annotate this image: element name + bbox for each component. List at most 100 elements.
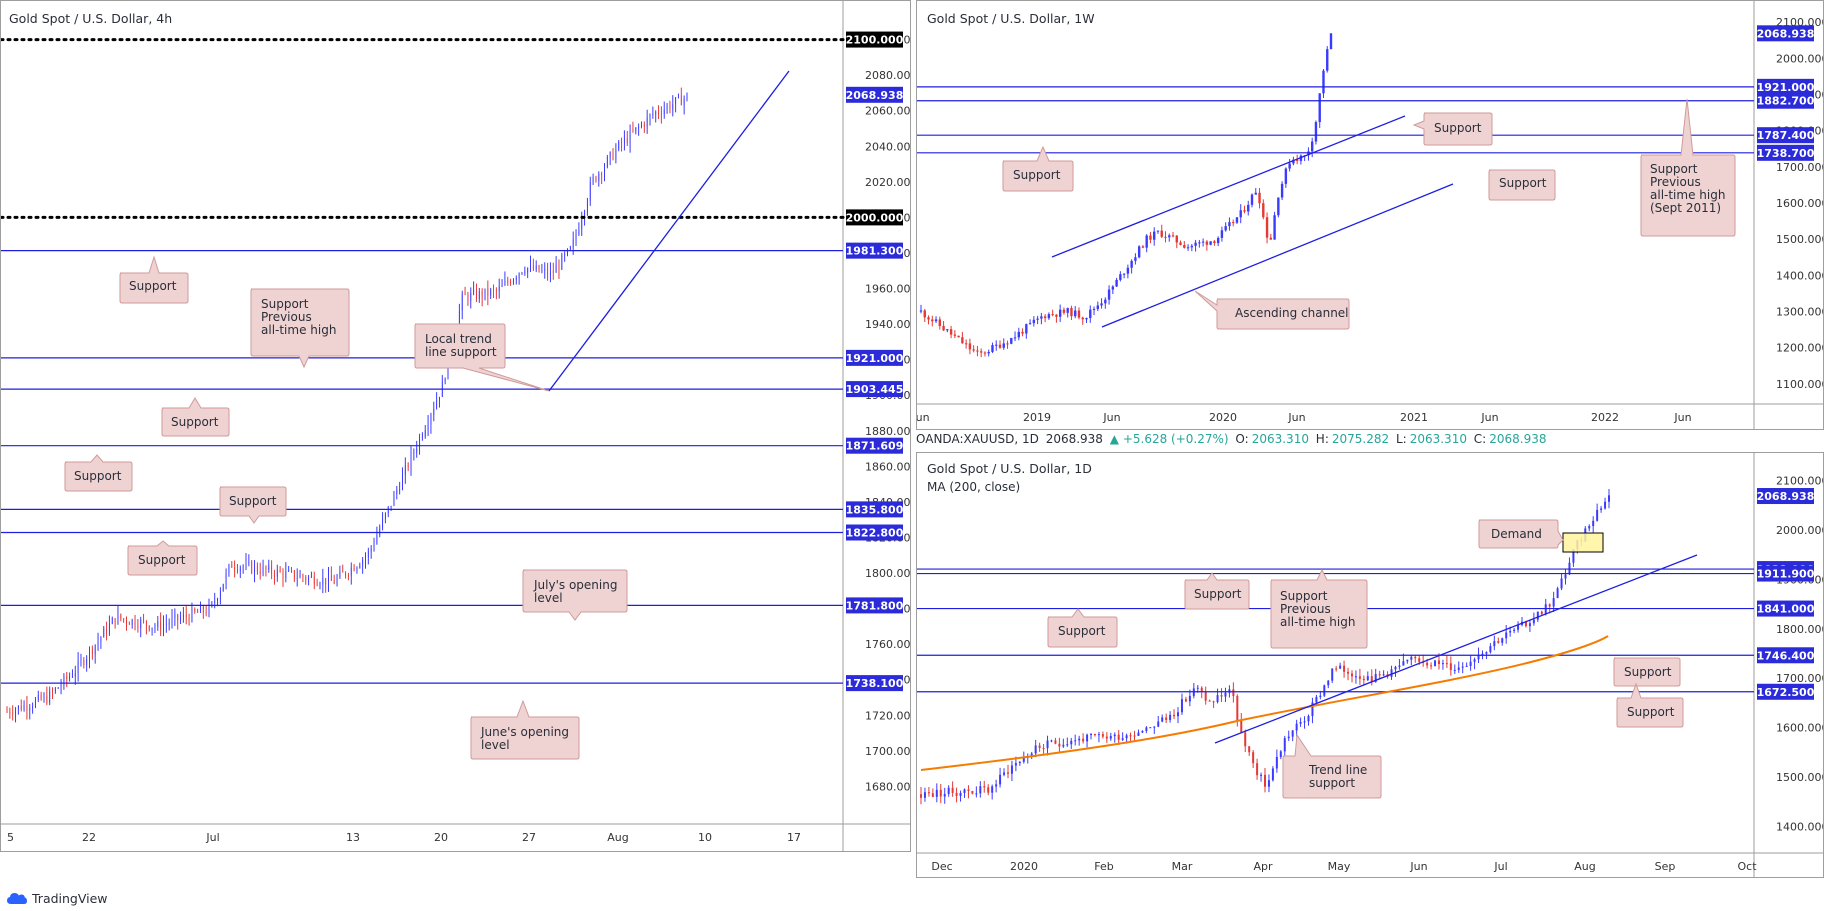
- candle-body: [256, 565, 258, 572]
- time-tick-label: 17: [787, 831, 801, 844]
- trend-lines-4h: [548, 70, 790, 392]
- candle-body: [1430, 665, 1433, 667]
- time-tick-label: Jun: [1287, 411, 1305, 424]
- candle-body: [1074, 310, 1077, 317]
- candle-body: [311, 576, 312, 578]
- channel-upper-line: [1051, 115, 1406, 258]
- trend-line-support: [1214, 554, 1698, 744]
- candle-body: [1394, 666, 1397, 670]
- candle-body: [410, 452, 412, 468]
- price-label-box: [1757, 92, 1814, 109]
- candle-body: [461, 293, 463, 311]
- candle-body: [931, 319, 934, 322]
- candle-body: [46, 695, 48, 703]
- candle-body: [1006, 772, 1009, 774]
- candle-body: [484, 288, 486, 298]
- candle-body: [251, 562, 253, 573]
- candle-body: [490, 289, 492, 296]
- time-tick-label: 20: [434, 831, 448, 844]
- candle-body: [1288, 163, 1291, 169]
- chart-1d[interactable]: Gold Spot / U.S. Dollar, 1D MA (200, clo…: [917, 453, 1823, 877]
- candle-body: [669, 105, 671, 110]
- candle-body: [1121, 738, 1124, 740]
- candle-body: [1183, 244, 1186, 248]
- price-label-text: 1911.900: [1757, 568, 1815, 581]
- candle-body: [1544, 604, 1547, 615]
- candle-body: [524, 272, 526, 274]
- candle-body: [254, 565, 255, 573]
- candle-body: [316, 584, 318, 586]
- candle-body: [1051, 314, 1054, 316]
- candle-body: [404, 465, 406, 475]
- price-axis: 1100.000 1200.000 1300.000 1400.000 1500.000…: [1776, 16, 1823, 391]
- candle-body: [555, 265, 557, 273]
- chart-1w[interactable]: Gold Spot / U.S. Dollar, 1W 1100.000 1200…: [917, 1, 1823, 429]
- callout-julys-opening-level: July's opening level: [522, 569, 628, 621]
- demand-zone: [1562, 532, 1604, 553]
- candle-body: [1310, 141, 1314, 152]
- candle-body: [66, 676, 68, 679]
- price-label-box: [846, 86, 903, 103]
- channel-lower-line: [1101, 183, 1454, 328]
- candle-body: [1188, 695, 1191, 702]
- candle-body: [510, 282, 511, 284]
- candle-body: [1243, 210, 1246, 212]
- candle-body: [1235, 217, 1239, 223]
- chart-4h[interactable]: Gold Spot / U.S. Dollar, 4h 1680.000 1700…: [1, 1, 910, 851]
- candle-body: [97, 641, 99, 646]
- candle-body: [473, 290, 475, 294]
- candle-body: [26, 705, 28, 711]
- candle-body: [1014, 763, 1017, 766]
- candle-body: [1283, 738, 1286, 752]
- callout-label: Support Previous all-time high: [261, 297, 336, 337]
- candle-body: [513, 279, 514, 284]
- candle-body: [991, 345, 994, 352]
- candle-body: [296, 577, 298, 579]
- tradingview-logo[interactable]: TradingView: [6, 887, 108, 909]
- candle-body: [1054, 740, 1057, 744]
- candle-body: [1350, 673, 1353, 677]
- candle-body: [69, 676, 70, 679]
- candle-body: [544, 269, 546, 271]
- price-tick-label: 1940.000: [865, 318, 910, 331]
- candle-body: [1165, 717, 1168, 721]
- price-tick-label: 1860.000: [865, 460, 910, 473]
- candle-body: [1291, 730, 1294, 737]
- candle-body: [1109, 736, 1112, 739]
- candle-body: [63, 676, 65, 686]
- candle-body: [1175, 235, 1178, 243]
- candle-body: [1473, 659, 1476, 662]
- candle-body: [1107, 289, 1111, 300]
- local-trend-line: [548, 70, 790, 392]
- candle-body: [299, 575, 301, 578]
- chart-panel-4h[interactable]: Gold Spot / U.S. Dollar, 4h 1680.000 1700…: [0, 0, 911, 852]
- candle-body: [23, 705, 25, 710]
- candle-body: [9, 711, 11, 714]
- legend-close-label: C:: [1473, 432, 1487, 446]
- candle-body: [920, 794, 922, 798]
- candle-body: [1343, 665, 1346, 672]
- candle-body: [148, 625, 150, 630]
- candle-body: [1307, 716, 1310, 722]
- callout-trend-line-support: Trend line support: [1282, 733, 1382, 799]
- candle-body: [521, 272, 523, 274]
- chart-panel-1w[interactable]: Gold Spot / U.S. Dollar, 1W 1100.000 1200…: [916, 0, 1824, 430]
- candle-body: [382, 518, 383, 529]
- candle-body: [609, 152, 611, 158]
- time-tick-label: Jun: [1480, 411, 1498, 424]
- candle-body: [1168, 235, 1171, 238]
- candle-body: [174, 614, 176, 618]
- price-tick-label: 1960.000: [865, 283, 910, 296]
- candle-body: [1153, 726, 1156, 728]
- price-tick-label: 1500.000: [1776, 771, 1823, 784]
- chart-panel-1d[interactable]: Gold Spot / U.S. Dollar, 1D MA (200, clo…: [916, 452, 1824, 878]
- candle-body: [171, 617, 173, 624]
- callout-label: Support: [1624, 665, 1672, 679]
- callout-label: Support: [74, 469, 122, 483]
- candle-body: [547, 269, 548, 276]
- price-label-text: 2100.000: [846, 34, 904, 47]
- candle-body: [1179, 242, 1182, 245]
- callouts-1w: Support Support Support Support Previous a…: [1002, 98, 1736, 330]
- candle-body: [1536, 611, 1539, 620]
- candle-body: [413, 452, 415, 454]
